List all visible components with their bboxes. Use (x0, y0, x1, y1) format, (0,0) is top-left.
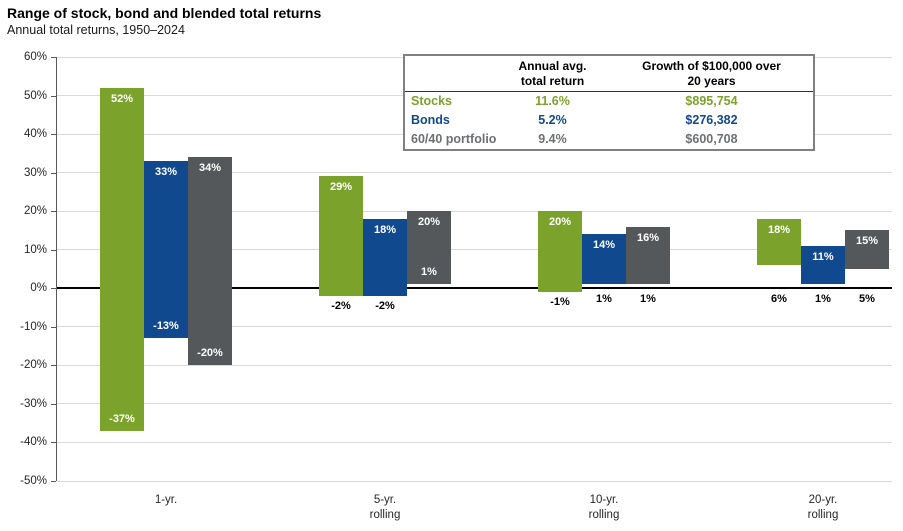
bar-min-label: 1% (815, 293, 831, 306)
y-tick-label: 60% (23, 51, 47, 63)
bar-max-label: 20% (417, 216, 441, 229)
bar-max-label: 15% (855, 235, 879, 248)
bar-stocks-4 (757, 218, 801, 266)
summary-table-corner (405, 56, 495, 92)
y-axis-tick (51, 134, 56, 136)
y-axis-tick (51, 442, 56, 444)
x-category-label: 10-yr. rolling (588, 494, 620, 521)
summary-row-stocks-label: Stocks (411, 94, 452, 108)
gridline (57, 480, 892, 482)
bar-max-label: 18% (767, 223, 791, 236)
y-axis-tick (51, 326, 56, 328)
x-category-label: 1-yr. (154, 494, 178, 506)
bar-min-label: 6% (771, 293, 787, 306)
bar-min-label: -37% (109, 412, 135, 425)
y-tick-label: 50% (23, 89, 47, 102)
bar-60-40-portfolio-3 (626, 226, 670, 285)
bar-min-label: 5% (859, 293, 875, 306)
bar-bonds-4 (801, 245, 845, 285)
chart-subtitle: Annual total returns, 1950–2024 (7, 23, 185, 37)
gridline (57, 172, 892, 174)
y-axis-tick (51, 249, 56, 251)
bar-max-label: 11% (812, 250, 834, 263)
gridline (57, 326, 892, 328)
bar-stocks-2 (319, 176, 363, 296)
gridline (57, 249, 892, 251)
y-tick-label: -20% (20, 359, 47, 372)
summary-row-stocks-avg: 11.6% (535, 94, 570, 108)
bar-60-40-portfolio-1 (188, 157, 232, 366)
y-tick-label: -10% (20, 320, 47, 333)
y-tick-label: 30% (23, 166, 47, 179)
summary-row-stocks-growth: $895,754 (685, 94, 738, 108)
bar-max-label: 20% (548, 216, 572, 229)
gridline (57, 403, 892, 405)
bar-max-label: 33% (154, 166, 178, 179)
y-tick-label: 40% (23, 128, 47, 141)
y-tick-label: -50% (20, 475, 47, 487)
bar-max-label: 52% (110, 92, 134, 105)
bar-max-label: 14% (592, 239, 616, 252)
y-axis-tick (51, 481, 56, 482)
bar-60-40-portfolio-4 (845, 230, 889, 269)
y-tick-label: -40% (20, 436, 47, 449)
bar-min-label: -2% (331, 299, 351, 312)
summary-row-blended-label: 60/40 portfolio (411, 132, 497, 146)
y-axis-tick (51, 365, 56, 367)
bar-max-label: 16% (636, 231, 660, 244)
bar-max-label: 34% (198, 162, 222, 175)
bar-stocks-1 (100, 87, 144, 431)
bar-min-label: 1% (596, 293, 612, 306)
bar-bonds-3 (582, 234, 626, 285)
bar-60-40-portfolio-2 (407, 211, 451, 285)
y-tick-label: -30% (20, 397, 47, 410)
chart-title: Range of stock, bond and blended total r… (7, 5, 322, 21)
y-axis-tick (51, 57, 56, 58)
plot-area: 60% 50% 40% 30% 20% 10% 0% -10% -20% -30% -40% -50%… (20, 51, 892, 521)
zero-axis-line (57, 287, 892, 290)
gridline (57, 441, 892, 443)
bar-max-label: 18% (373, 223, 397, 236)
x-category-label: 5-yr. rolling (369, 494, 401, 521)
y-axis-tick (51, 403, 56, 405)
bar-min-label: -20% (197, 347, 223, 360)
y-tick-label: 0% (30, 282, 47, 295)
summary-table-header-avg-return: Annual avg. total return (495, 56, 610, 92)
summary-table-header-growth: Growth of $100,000 over 20 years (610, 56, 813, 92)
y-axis-tick (51, 211, 56, 213)
bar-stocks-3 (538, 211, 582, 293)
summary-table: Annual avg. total return Growth of $100,… (403, 54, 815, 151)
bar-min-label: -1% (550, 296, 570, 309)
bar-min-label: -2% (375, 299, 395, 312)
gridline (57, 364, 892, 366)
summary-row-blended-growth: $600,708 (685, 132, 738, 146)
summary-row-bonds-avg: 5.2% (538, 113, 567, 127)
bar-min-label: 1% (640, 293, 656, 306)
y-tick-label: 20% (23, 205, 47, 218)
summary-row-bonds-growth: $276,382 (685, 113, 738, 127)
y-tick-label: 10% (23, 243, 47, 256)
bar-bonds-2 (363, 218, 407, 296)
y-axis-tick (51, 288, 56, 290)
bar-min-label: -13% (153, 320, 179, 333)
gridline (57, 210, 892, 212)
summary-row-bonds-label: Bonds (411, 113, 450, 127)
y-axis-tick (51, 172, 56, 174)
x-category-label: 20-yr. rolling (807, 494, 839, 521)
summary-row-blended-avg: 9.4% (538, 132, 567, 146)
y-axis-tick (51, 95, 56, 97)
y-axis-line (56, 57, 57, 481)
bar-bonds-1 (144, 161, 188, 339)
bar-max-label: 29% (329, 181, 353, 194)
bar-min-label: 1% (421, 266, 437, 279)
